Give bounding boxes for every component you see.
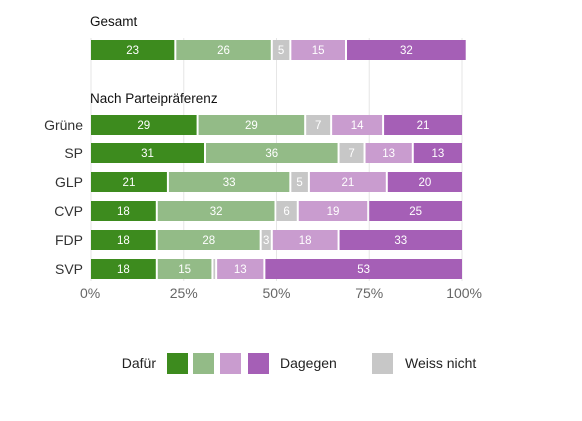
- legend-label-right: Dagegen: [280, 355, 337, 371]
- bar-value-label: 7: [348, 148, 354, 160]
- bar-segment: [91, 40, 175, 60]
- bar-value-label: 13: [382, 148, 395, 160]
- section-title: Gesamt: [90, 14, 138, 29]
- bar-segment: [369, 201, 462, 221]
- bar-segment: [206, 143, 338, 163]
- bar-value-label: 33: [223, 177, 236, 189]
- row-label: SP: [64, 145, 83, 161]
- bar-segment: [276, 201, 297, 221]
- bar-segment: [413, 143, 462, 163]
- bar-segment: [265, 259, 462, 279]
- section-title: Nach Parteipräferenz: [90, 91, 218, 106]
- bar-value-label: 5: [296, 177, 302, 189]
- row-label: SVP: [55, 261, 83, 277]
- bar-segment: [309, 172, 386, 192]
- bar-value-label: 29: [245, 120, 258, 132]
- bar-value-label: 25: [409, 206, 422, 218]
- bar-value-label: 6: [283, 206, 289, 218]
- bar-value-label: 15: [312, 45, 325, 57]
- legend-swatch: [220, 353, 241, 374]
- bar-segment: [339, 143, 364, 163]
- bar-value-label: 15: [178, 264, 191, 276]
- bar-value-label: 13: [431, 148, 444, 160]
- bar-value-label: 3: [263, 235, 269, 247]
- bar-segment: [291, 40, 345, 60]
- x-tick-label: 50%: [262, 285, 290, 301]
- bar-segment: [339, 230, 462, 250]
- bar-segment: [91, 143, 205, 163]
- bar-value-label: 31: [141, 148, 154, 160]
- bar-value-label: 33: [394, 235, 407, 247]
- row-label: GLP: [55, 174, 83, 190]
- bars: [91, 40, 466, 279]
- bar-value-label: 21: [123, 177, 136, 189]
- bar-segment: [91, 230, 156, 250]
- legend-swatch: [248, 353, 269, 374]
- bar-value-label: 32: [210, 206, 223, 218]
- bar-segment: [198, 115, 305, 135]
- bar-segment: [332, 115, 383, 135]
- bar-value-label: 53: [357, 264, 370, 276]
- bar-value-label: 36: [265, 148, 278, 160]
- bar-segment: [213, 259, 216, 279]
- bar-value-label: 20: [419, 177, 432, 189]
- bar-segment: [346, 40, 466, 60]
- legend-swatch: [167, 353, 188, 374]
- bar-value-label: 18: [117, 235, 130, 247]
- bar-value-label: 28: [202, 235, 215, 247]
- bar-value-label: 13: [234, 264, 247, 276]
- bar-segment: [306, 115, 331, 135]
- legend: Dafür Dagegen Weiss nicht: [122, 353, 476, 374]
- bar-segment: [91, 201, 156, 221]
- legend-label-neutral: Weiss nicht: [405, 355, 476, 371]
- row-label: FDP: [55, 232, 83, 248]
- bar-segment: [384, 115, 462, 135]
- bar-value-label: 18: [117, 206, 130, 218]
- bar-value-label: 14: [351, 120, 364, 132]
- legend-label-left: Dafür: [122, 355, 157, 371]
- bar-value-label: 26: [217, 45, 230, 57]
- bar-value-label: 18: [299, 235, 312, 247]
- bar-value-label: 21: [417, 120, 430, 132]
- bar-segment: [298, 201, 368, 221]
- bar-segment: [91, 115, 197, 135]
- x-tick-label: 100%: [446, 285, 482, 301]
- bar-segment: [91, 172, 167, 192]
- bar-segment: [387, 172, 462, 192]
- x-tick-label: 25%: [170, 285, 198, 301]
- bar-segment: [157, 201, 275, 221]
- row-label: Grüne: [44, 117, 83, 133]
- bar-segment: [272, 40, 290, 60]
- bar-value-label: 32: [400, 45, 413, 57]
- bar-value-label: 23: [126, 45, 139, 57]
- row-label: CVP: [54, 203, 83, 219]
- bar-value-label: 29: [137, 120, 150, 132]
- bar-segment: [157, 259, 212, 279]
- x-tick-label: 0%: [80, 285, 100, 301]
- bar-value-label: 21: [341, 177, 354, 189]
- legend-swatch-neutral: [372, 353, 393, 374]
- bar-value-label: 18: [117, 264, 130, 276]
- bar-segment: [261, 230, 271, 250]
- bar-segment: [168, 172, 290, 192]
- bar-value-label: 7: [315, 120, 321, 132]
- bar-segment: [291, 172, 308, 192]
- bar-segment: [365, 143, 412, 163]
- bar-segment: [272, 230, 338, 250]
- x-tick-label: 75%: [355, 285, 383, 301]
- labels: 0% 25% 50% 75% 100% Gesamt 23 26 5 15 32 Nach Parte…: [44, 14, 482, 301]
- bar-segment: [176, 40, 271, 60]
- bar-segment: [157, 230, 260, 250]
- bar-value-label: 5: [278, 45, 284, 57]
- bar-segment: [217, 259, 264, 279]
- bar-value-label: 19: [327, 206, 340, 218]
- bar-segment: [91, 259, 156, 279]
- legend-swatch: [193, 353, 214, 374]
